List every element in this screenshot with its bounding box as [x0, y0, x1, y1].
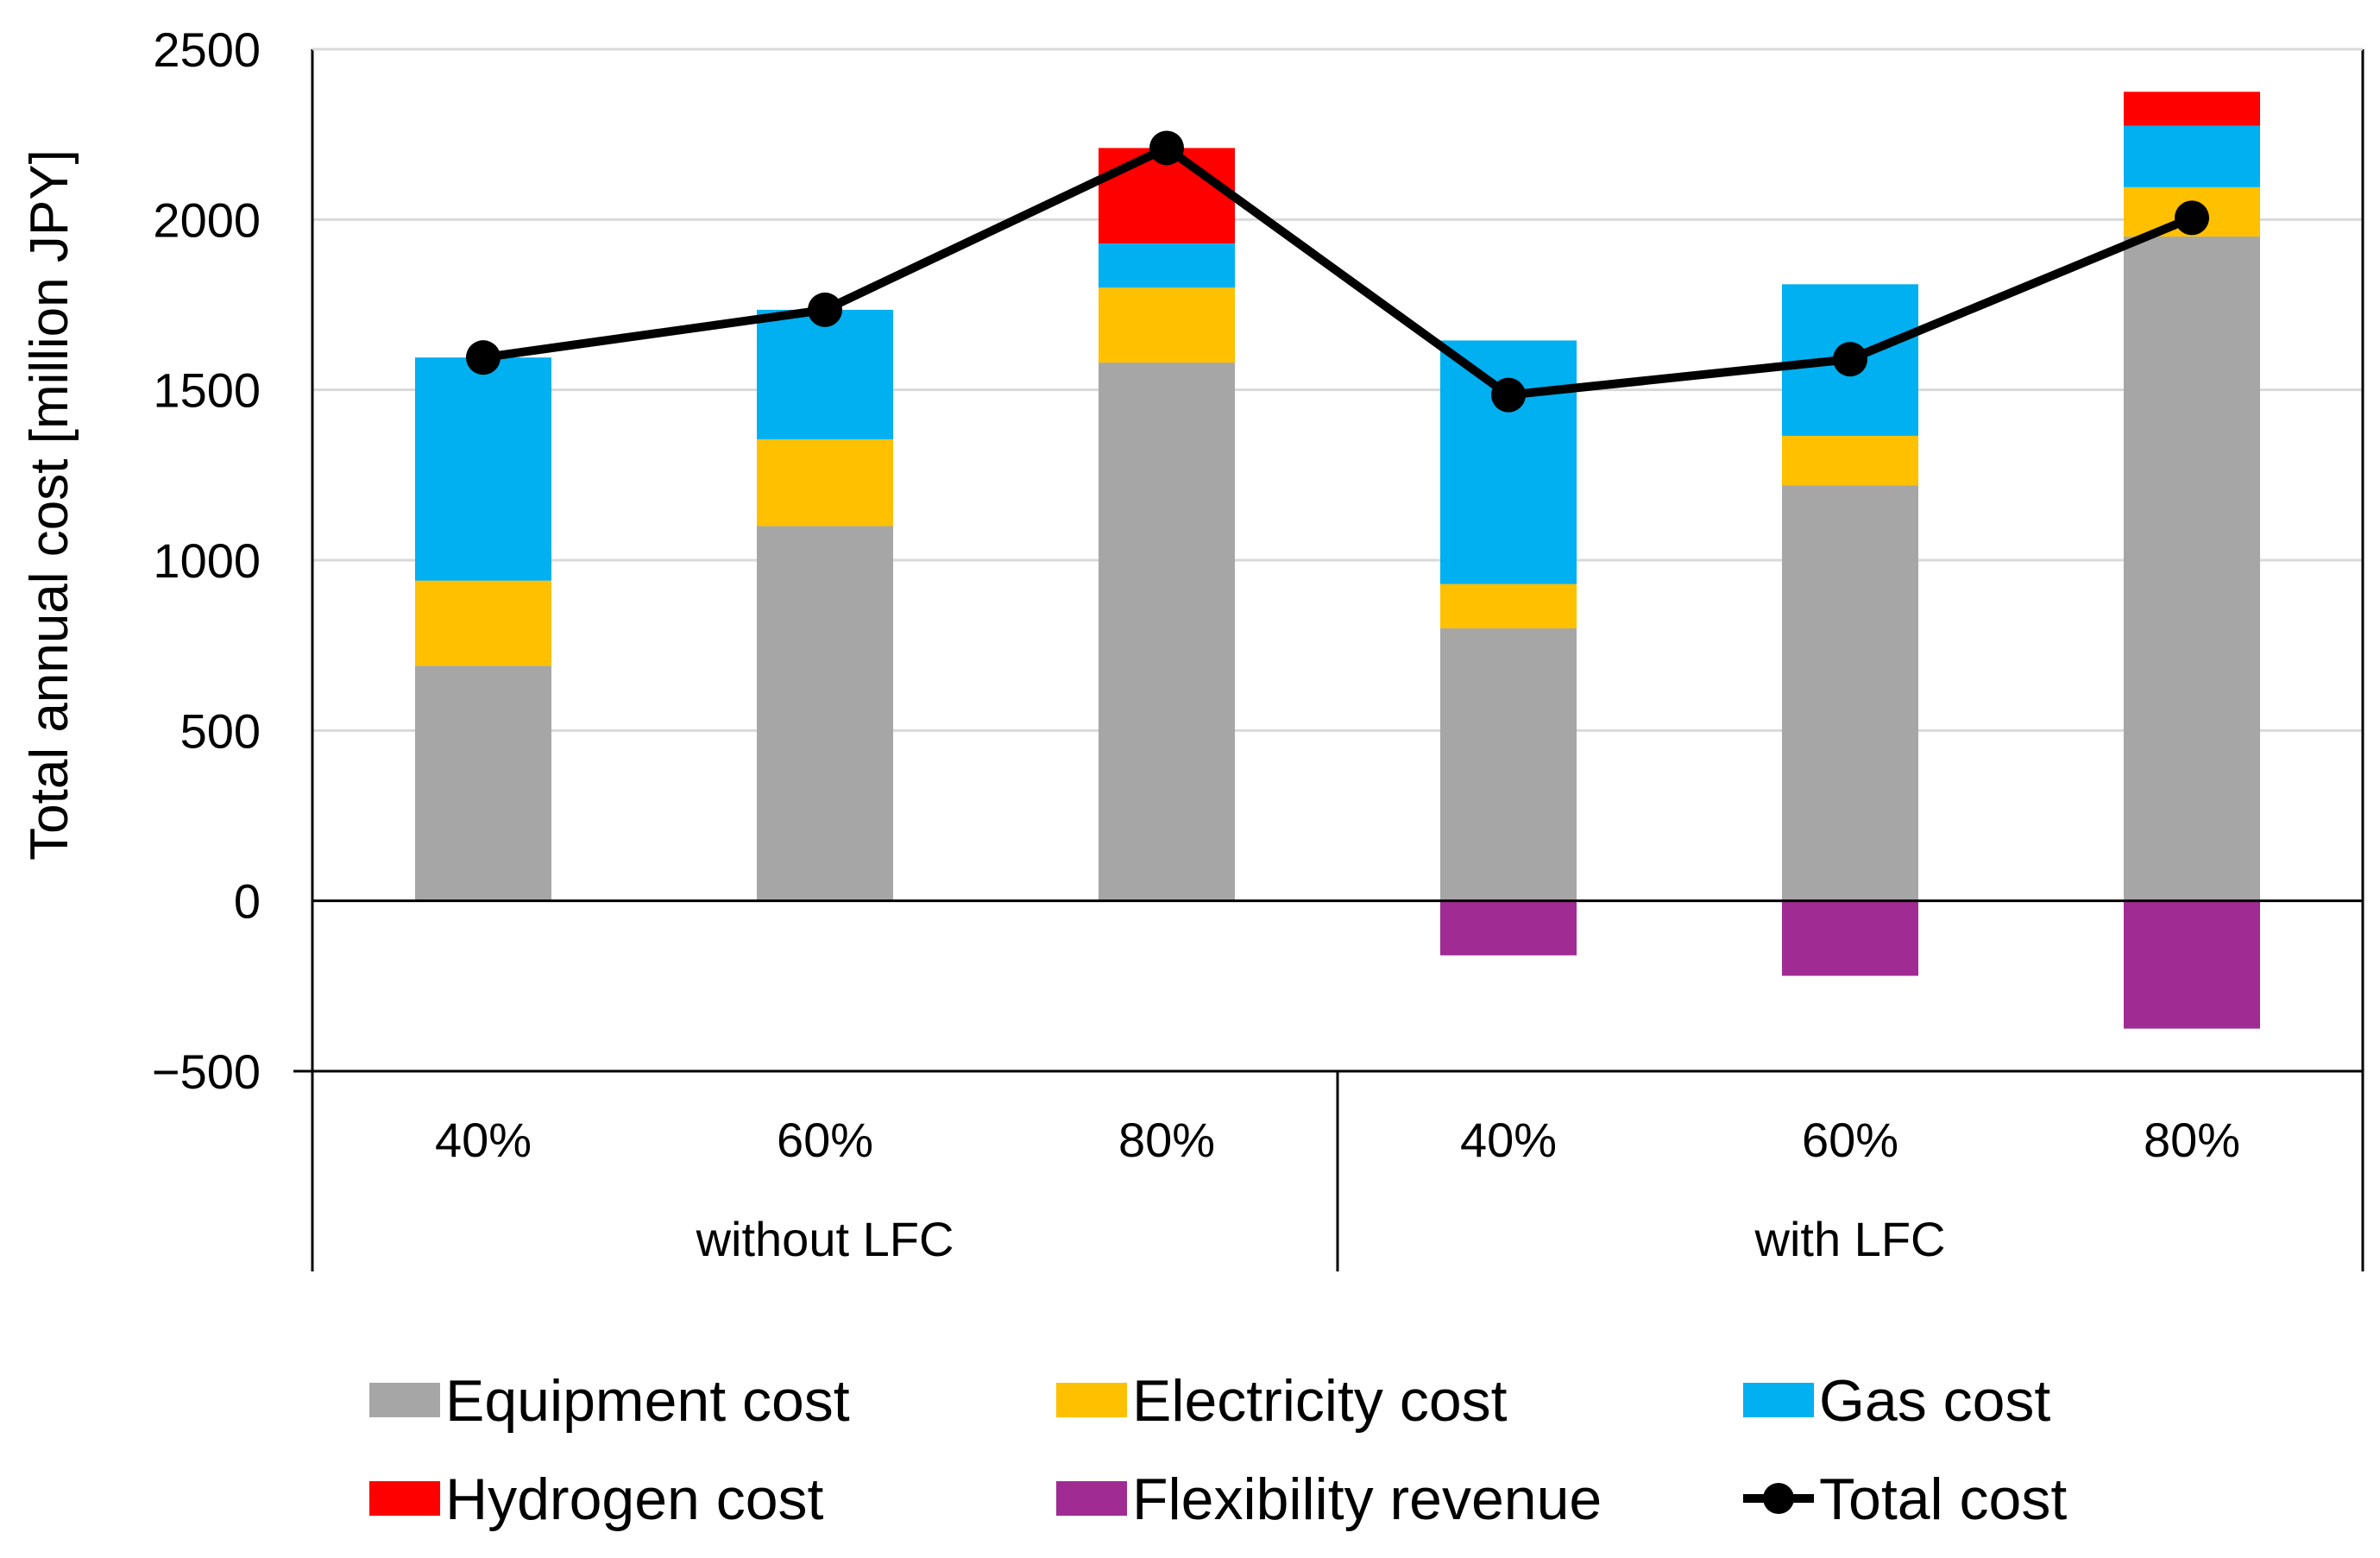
- bar-equipment-cost-5: [1782, 485, 1918, 901]
- bar-stacks: [415, 91, 2260, 1029]
- group-label-with-lfc: with LFC: [1754, 1212, 1946, 1266]
- legend-label-electricity-cost: Electricity cost: [1132, 1368, 1508, 1434]
- y-tick-label: 0: [234, 874, 261, 929]
- x-tick-label-1: 40%: [435, 1113, 532, 1167]
- y-tick-label: 1000: [153, 533, 261, 588]
- bar-electricity-cost-2: [757, 438, 893, 527]
- y-tick-label: 2500: [153, 22, 261, 77]
- total-cost-marker-6: [2175, 200, 2209, 236]
- bar-gas-cost-4: [1440, 340, 1577, 584]
- bar-flexibility-revenue-6: [2124, 900, 2260, 1029]
- total-cost-marker-2: [808, 292, 842, 327]
- legend-swatch-equipment-cost: [369, 1383, 440, 1417]
- legend: Equipment cost Electricity cost Gas cost Hy…: [369, 1368, 2067, 1532]
- bar-electricity-cost-5: [1782, 435, 1918, 486]
- total-cost-marker-4: [1491, 377, 1526, 413]
- y-axis-labels: Total annual cost [million JPY] −500 0 500…: [20, 22, 261, 1099]
- bar-hydrogen-cost-6: [2124, 91, 2260, 126]
- bar-electricity-cost-1: [415, 580, 551, 666]
- legend-label-gas-cost: Gas cost: [1819, 1368, 2050, 1434]
- group-label-without-lfc: without LFC: [696, 1212, 954, 1266]
- x-tick-label-6: 80%: [2144, 1113, 2240, 1167]
- bar-flexibility-revenue-5: [1782, 900, 1918, 976]
- bar-equipment-cost-1: [415, 665, 551, 901]
- bar-equipment-cost-3: [1099, 363, 1235, 901]
- legend-marker-total-cost: [1763, 1483, 1794, 1514]
- x-tick-label-4: 40%: [1460, 1113, 1557, 1167]
- bar-gas-cost-6: [2124, 125, 2260, 187]
- legend-swatch-electricity-cost: [1056, 1383, 1127, 1417]
- y-tick-label: 1500: [153, 363, 261, 418]
- legend-swatch-hydrogen-cost: [369, 1481, 440, 1516]
- total-cost-line: [466, 130, 2209, 413]
- bar-equipment-cost-6: [2124, 237, 2260, 901]
- bar-electricity-cost-3: [1099, 287, 1235, 363]
- bar-gas-cost-3: [1099, 243, 1235, 288]
- bar-equipment-cost-2: [757, 526, 893, 901]
- total-cost-marker-1: [466, 340, 501, 375]
- bar-gas-cost-2: [757, 309, 893, 439]
- legend-label-hydrogen-cost: Hydrogen cost: [445, 1467, 824, 1532]
- legend-swatch-gas-cost: [1743, 1383, 1814, 1417]
- y-tick-label: 500: [180, 703, 261, 758]
- y-tick-label: −500: [152, 1044, 261, 1099]
- y-axis-title: Total annual cost [million JPY]: [20, 149, 79, 861]
- legend-label-flexibility-revenue: Flexibility revenue: [1132, 1467, 1602, 1532]
- x-axis-labels: 40% 60% 80% 40% 60% 80% without LFC with LFC: [435, 1113, 2240, 1266]
- legend-label-equipment-cost: Equipment cost: [445, 1368, 850, 1434]
- total-cost-polyline: [482, 143, 2194, 400]
- x-tick-label-5: 60%: [1802, 1113, 1898, 1167]
- bar-flexibility-revenue-4: [1440, 900, 1577, 956]
- bar-equipment-cost-4: [1440, 628, 1577, 901]
- total-cost-marker-3: [1149, 130, 1184, 166]
- axes: [293, 47, 2364, 1271]
- total-cost-marker-5: [1833, 342, 1867, 377]
- x-tick-label-2: 60%: [777, 1113, 873, 1167]
- legend-label-total-cost: Total cost: [1819, 1467, 2067, 1532]
- legend-swatch-flexibility-revenue: [1056, 1481, 1127, 1516]
- y-tick-label: 2000: [153, 192, 261, 247]
- bar-gas-cost-1: [415, 357, 551, 581]
- x-tick-label-3: 80%: [1118, 1113, 1215, 1167]
- bar-electricity-cost-4: [1440, 583, 1577, 628]
